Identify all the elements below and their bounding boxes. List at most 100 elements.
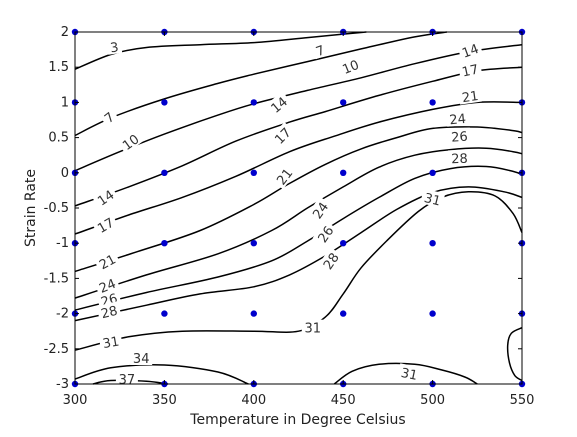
sample-point [429, 99, 436, 106]
contour-label: 10 [340, 58, 361, 78]
contour-label-mask [94, 273, 121, 297]
sample-point [161, 240, 168, 247]
contour-label-mask [115, 371, 138, 387]
sample-point [340, 310, 347, 317]
sample-point [429, 169, 436, 176]
contour-label-group: 31 [98, 332, 123, 352]
contour-line-31 [74, 191, 523, 351]
contour-label-mask [312, 220, 338, 248]
contour-label: 37 [119, 373, 136, 388]
contour-label: 31 [102, 334, 121, 352]
contour-label-group: 7 [98, 106, 119, 128]
contour-label-group: 14 [457, 39, 483, 62]
y-tick-label: -0.5 [44, 201, 69, 216]
y-tick-label: -1.5 [44, 271, 69, 286]
y-tick-label: -3 [56, 377, 69, 392]
y-tick-label: 0.5 [48, 131, 69, 146]
contour-label-mask [448, 149, 471, 166]
contour-label: 28 [100, 304, 120, 323]
contour-label-group: 3 [106, 37, 123, 56]
contour-label-mask [420, 188, 446, 209]
contour-label-mask [130, 350, 153, 365]
sample-point [161, 99, 168, 106]
x-tick-label: 300 [63, 393, 88, 408]
y-tick-label: 1.5 [48, 60, 69, 75]
contour-label-mask [98, 106, 119, 128]
contour-line-26 [74, 165, 523, 311]
contour-label: 17 [461, 62, 480, 80]
contour-label-group: 37 [115, 371, 138, 388]
contour-label-mask [310, 40, 329, 60]
contour-label-mask [457, 39, 483, 61]
contour-label-mask [91, 212, 119, 237]
contour-line-31 [333, 362, 478, 385]
contour-label-mask [98, 332, 123, 351]
contour-label-group: 34 [130, 350, 153, 367]
sample-point [429, 310, 436, 317]
sample-point [250, 240, 257, 247]
contour-label-group: 24 [445, 109, 470, 128]
contour-label-group: 31 [301, 319, 324, 337]
contour-label-mask [116, 128, 144, 154]
contour-label-group: 17 [91, 212, 119, 237]
contour-line-21 [74, 126, 523, 273]
contour-label-mask [271, 162, 297, 190]
contour-label-group: 21 [93, 249, 121, 273]
y-axis-ticks: 2 1.5 1 0.5 0 -0.5 -1 -1.5 -2 -2.5 -3 [44, 25, 522, 392]
contour-label-mask [307, 196, 333, 224]
x-axis-ticks: 300 350 400 450 500 550 [63, 32, 535, 408]
contour-line-28 [74, 186, 523, 322]
contour-label-mask [445, 109, 470, 127]
contour-label-group: 7 [310, 40, 329, 60]
contour-line-7 [74, 31, 448, 137]
contour-label: 17 [95, 216, 117, 237]
contour-line-14 [74, 66, 523, 207]
y-tick-label: -1 [56, 236, 69, 251]
contour-label-mask [301, 319, 324, 335]
sample-point [340, 240, 347, 247]
contour-label-group: 28 [448, 149, 471, 167]
x-tick-label: 500 [420, 393, 445, 408]
contour-line-17 [74, 101, 523, 235]
contour-line-24 [74, 147, 523, 299]
sample-point [161, 310, 168, 317]
contour-label-group: 28 [96, 301, 122, 323]
contour-label: 31 [305, 322, 322, 337]
contour-label: 3 [109, 40, 119, 56]
contour-label-group: 31 [420, 188, 446, 210]
sample-point [340, 99, 347, 106]
y-tick-label: -2 [56, 307, 69, 322]
contour-label-group: 10 [337, 54, 364, 78]
contour-label-group: 17 [457, 59, 483, 81]
contour-label-mask [91, 184, 119, 210]
x-tick-label: 550 [510, 393, 535, 408]
contour-label-group: 21 [458, 86, 482, 106]
sample-point [250, 99, 257, 106]
contour-label-group: 31 [397, 363, 422, 384]
x-tick-label: 350 [152, 393, 177, 408]
sample-point [250, 169, 257, 176]
contour-label: 31 [422, 191, 442, 210]
contour-label: 31 [399, 366, 418, 384]
y-tick-label: -2.5 [44, 342, 69, 357]
contour-label-mask [447, 127, 471, 144]
y-axis-label: Strain Rate [23, 169, 39, 247]
x-tick-label: 400 [241, 393, 266, 408]
sample-point [340, 169, 347, 176]
contour-label-group: 26 [447, 127, 471, 146]
contour-label: 26 [451, 130, 469, 146]
contour-label-mask [397, 363, 422, 383]
contour-label: 21 [461, 89, 479, 106]
x-axis-label: Temperature in Degree Celsius [189, 412, 405, 428]
sample-point [429, 240, 436, 247]
contour-label: 21 [97, 252, 119, 273]
contour-label: 14 [460, 42, 481, 62]
contour-label-mask [268, 122, 296, 149]
contour-label-mask [93, 249, 121, 273]
sample-point [250, 310, 257, 317]
contour-label-mask [337, 54, 364, 78]
x-tick-label: 450 [331, 393, 356, 408]
contour-label-mask [317, 247, 343, 274]
